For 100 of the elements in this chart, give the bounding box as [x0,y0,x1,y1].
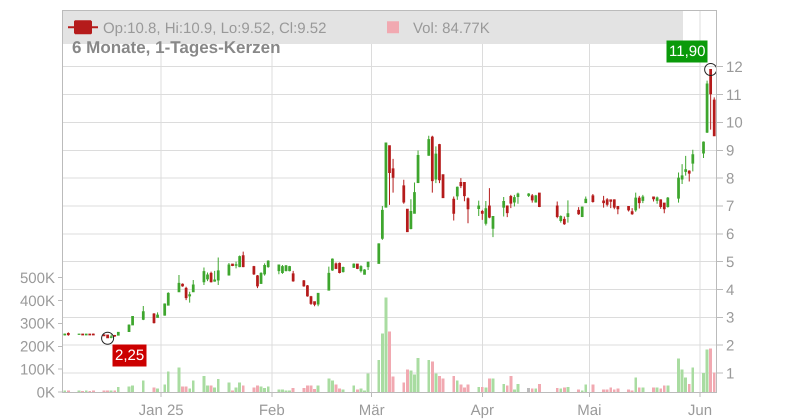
candlestick [656,196,658,204]
candlestick [688,170,691,182]
candlestick [627,205,630,212]
y2-tick-label: 100K [20,361,55,378]
candlestick [477,200,480,216]
legend-label: Vol: 84.77K [413,20,490,38]
bar [534,388,538,392]
candlestick [577,206,580,216]
bar [184,386,188,392]
candlestick [360,264,362,274]
candlestick [630,208,634,216]
candlestick [231,263,234,267]
candlestick [691,149,694,172]
y-tick-label: 5 [726,254,734,271]
bar [492,378,494,392]
candlestick [356,263,359,270]
candlestick [652,196,655,202]
candlestick [666,196,670,208]
candlestick [484,200,488,226]
candlestick [530,193,534,204]
candlestick [580,206,584,218]
candlestick [402,179,406,204]
candlestick [178,274,180,293]
candlestick [242,251,245,268]
candlestick [281,264,284,274]
candlestick [702,140,705,159]
bar [466,384,470,392]
annotation: 2,25 [115,347,144,364]
bar [584,384,588,392]
candlestick [228,262,230,276]
bar [616,388,620,392]
candlestick [377,242,380,264]
candlestick [712,96,716,136]
bar [310,386,312,392]
candlestick [110,334,113,339]
bar [438,376,441,392]
y-tick-label: 3 [726,310,734,327]
x-tick-label: Jun [688,402,712,419]
bar [409,370,412,392]
bar [366,374,370,392]
bar [459,384,462,392]
x-tick-label: Mai [577,402,602,419]
candlestick [592,193,594,204]
bar [128,386,130,392]
bar [566,386,570,392]
x-tick-label: Apr [470,402,494,419]
bar [416,358,420,392]
legend-label: Op:10.8, Hi:10.9, Lo:9.52, Cl:9.52 [103,20,326,38]
bar [338,388,341,392]
y-tick-label: 7 [726,198,734,216]
x-tick-label: Mär [358,402,385,419]
candlestick [338,262,341,274]
candlestick [316,292,320,307]
candlestick [452,196,456,221]
bar [463,387,466,392]
candlestick [156,312,159,318]
bar [327,378,330,392]
candlestick [706,80,708,134]
candlestick [192,280,195,293]
bar [181,386,184,392]
bar [131,386,134,392]
candlestick [456,186,459,200]
bar [388,332,391,392]
y2-tick-label: 500K [20,270,55,287]
candlestick [366,261,370,271]
y2-tick-label: 300K [20,316,55,333]
candlestick [634,192,638,212]
bar [562,387,566,392]
candlestick [430,135,434,194]
bar [238,382,242,392]
candlestick [284,264,288,272]
bar [330,380,334,392]
bar [313,389,316,392]
candlestick [63,333,66,336]
candlestick [602,195,605,208]
candlestick [406,208,409,233]
bar [656,387,659,392]
candlestick [562,216,566,226]
candlestick [502,196,506,218]
bar [591,384,594,392]
bar [256,386,259,392]
bar [263,388,266,392]
candlestick [584,196,588,204]
bar [652,387,655,392]
bar [178,367,180,392]
text: 6 Monate, 1-Tages-Kerzen [72,38,280,57]
candlestick [516,192,520,204]
candlestick [509,194,512,209]
y-tick-label: 12 [726,58,743,76]
bar [666,386,670,392]
bar [677,358,680,392]
candlestick [342,266,344,274]
candlestick [106,334,109,339]
bar [706,350,709,392]
y-tick-label: 8 [726,170,734,188]
candlestick [513,194,516,208]
x-tick-label: Jan 25 [138,402,184,419]
bar [559,388,562,392]
y-tick-label: 6 [726,226,734,244]
x-tick-label: Feb [258,402,285,419]
